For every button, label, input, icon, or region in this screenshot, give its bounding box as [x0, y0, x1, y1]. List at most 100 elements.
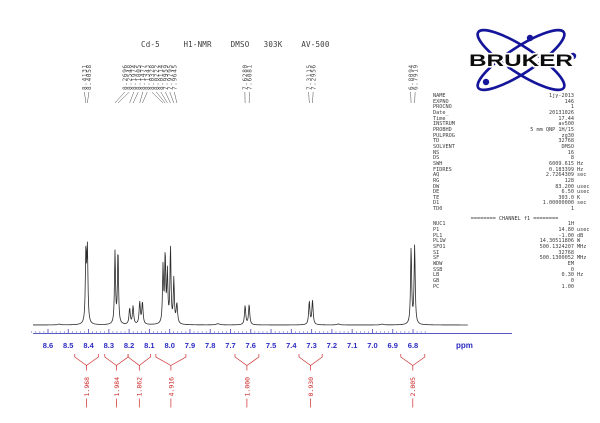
parameter-label: SSB [433, 266, 443, 273]
parameter-row: TD 32768 [433, 139, 596, 145]
axis-tick-label: 7.9 [185, 341, 195, 350]
parameter-label: RG [433, 177, 440, 184]
parameter-unit: dB [577, 232, 584, 239]
parameter-row: SWH 6009.615 Hz [433, 160, 596, 168]
integral-value: 2.005 [409, 377, 417, 397]
parameter-row: NAME 1jy-2013 [433, 93, 596, 100]
axis-tick-label: 8.6 [43, 341, 53, 350]
axis-tick-label: 8.0 [164, 341, 174, 350]
spectrum-trace [33, 241, 468, 326]
parameter-label: TD0 [433, 206, 443, 213]
parameter-label: NUC1 [433, 221, 446, 228]
integral-marks: 1.968 1.984 1.862 4.916 1.000 0.930 2.005 [74, 354, 426, 408]
parameter-unit: K [577, 194, 581, 201]
parameter-value: av500 [558, 121, 574, 128]
parameter-value: 2.7264309 [545, 172, 574, 179]
parameter-row: TD0 1 [433, 206, 596, 213]
axis-tick-label: 7.3 [306, 341, 316, 350]
parameter-row: P1 14.80 usec [433, 227, 596, 234]
parameter-label: P1 [433, 227, 440, 234]
parameter-value: 128 [564, 177, 574, 184]
parameter-unit [574, 285, 596, 291]
parameter-row: PL1W 14.30511806 W [433, 239, 596, 245]
parameter-label: WDW [433, 261, 443, 268]
parameter-row: SF 500.1300052 MHz [433, 256, 596, 262]
parameter-value: 20131026 [549, 109, 574, 116]
parameter-row: PC 1.00 [433, 284, 596, 291]
parameter-row: GB 0 [433, 278, 596, 285]
x-axis: 8.6 8.5 8.4 8.3 8.2 8.1 8.0 7.9 7.8 7.7 7.6 7.5 7.4 7… [31, 329, 512, 350]
axis-tick-label: 8.2 [124, 341, 134, 350]
parameter-value: 500.1300052 [539, 255, 574, 262]
axis-tick-label: 6.9 [388, 341, 398, 350]
integral-value: 1.968 [83, 377, 91, 397]
parameter-unit: sec [577, 172, 587, 179]
parameter-label: Time [433, 115, 446, 122]
axis-tick-label: 7.7 [225, 341, 235, 350]
parameter-label: AQ [433, 172, 440, 179]
axis-tick-label: 7.2 [327, 341, 337, 350]
integral-bracket [400, 354, 426, 408]
parameter-unit: usec [577, 183, 590, 190]
parameter-value: 14.30511806 [539, 238, 574, 245]
peak-ppm-label: 6.7919 [412, 64, 419, 90]
channel-section-header: ======== CHANNEL f1 ======== [470, 215, 559, 222]
integral-bracket [127, 354, 151, 408]
parameter-row: DW 83.200 usec [433, 183, 596, 191]
parameter-row: NS 16 [433, 149, 596, 157]
parameter-value: EM [567, 261, 574, 268]
parameter-value: 32768 [558, 138, 574, 145]
parameter-label: TE [433, 194, 440, 201]
parameter-value: 6.50 [561, 189, 575, 196]
parameter-unit: Hz [577, 272, 584, 279]
integral-value: 1.862 [136, 377, 144, 397]
atom-orbits-icon [476, 28, 577, 92]
peak-ppm-label: 7.6081 [247, 64, 254, 90]
peak-ppm-label: 8.1805 [136, 64, 143, 90]
parameter-table: NAME 1jy-2013 EXPNO 146 PROCNO 1 Date_ 20131026… [433, 93, 596, 291]
axis-tick-label: 8.1 [144, 341, 154, 350]
parameter-label: PULPROG [433, 132, 455, 139]
peak-ppm-label: 7.3115 [306, 64, 313, 90]
parameter-label: SWH [433, 160, 443, 167]
parameter-value: 83.200 [555, 183, 574, 190]
parameter-value: 6009.615 [549, 160, 574, 167]
parameter-unit: MHz [577, 244, 587, 251]
parameter-unit: Hz [577, 160, 584, 167]
parameter-row: PROBHD 5 mm QNP 1H/15 [433, 126, 596, 134]
spectrum-title: Cd-5 H1-NMR DMSO 303K AV-500 [141, 40, 330, 49]
parameter-row: SI 32768 [433, 249, 596, 257]
peak-ppm-label: 8.2696 [122, 64, 129, 90]
bruker-logo: BRUKER [467, 28, 577, 92]
parameter-value: 16 [567, 149, 574, 156]
parameter-value: 1 [570, 104, 574, 111]
parameter-row: SSB 0 [433, 266, 596, 274]
axis-tick-label: 7.5 [266, 341, 276, 350]
parameter-label: SF [433, 255, 440, 262]
parameter-label: EXPNO [433, 98, 449, 105]
parameter-label: Date_ [433, 109, 449, 116]
parameter-label: FIDRES [433, 166, 452, 173]
parameter-row: Date_ 20131026 [433, 109, 596, 117]
parameter-value: 0.183399 [549, 166, 574, 173]
parameter-value: 32768 [558, 249, 574, 256]
parameter-value: 303.0 [558, 194, 574, 201]
integral-value: 1.984 [113, 377, 121, 397]
parameter-label: INSTRUM [433, 121, 455, 128]
parameter-label: PROCNO [433, 104, 452, 111]
peak-ppm-label: 7.9959 [163, 64, 170, 90]
parameter-label: SOLVENT [433, 143, 455, 150]
peak-ppm-label: 8.0328 [149, 64, 156, 90]
parameter-row: PROCNO 1 [433, 105, 596, 111]
integral-value: 0.930 [307, 377, 315, 397]
parameter-row: PL1 -1.00 dB [433, 232, 596, 240]
parameter-row: PULPROG zg30 [433, 132, 596, 140]
parameter-row: SOLVENT DMSO [433, 143, 596, 151]
parameter-label: PROBHD [433, 126, 452, 133]
parameter-label: SI [433, 249, 440, 256]
peak-ppm-label: 7.6280 [242, 64, 249, 90]
parameter-label: PL1 [433, 232, 443, 239]
integral-bracket [234, 354, 260, 408]
